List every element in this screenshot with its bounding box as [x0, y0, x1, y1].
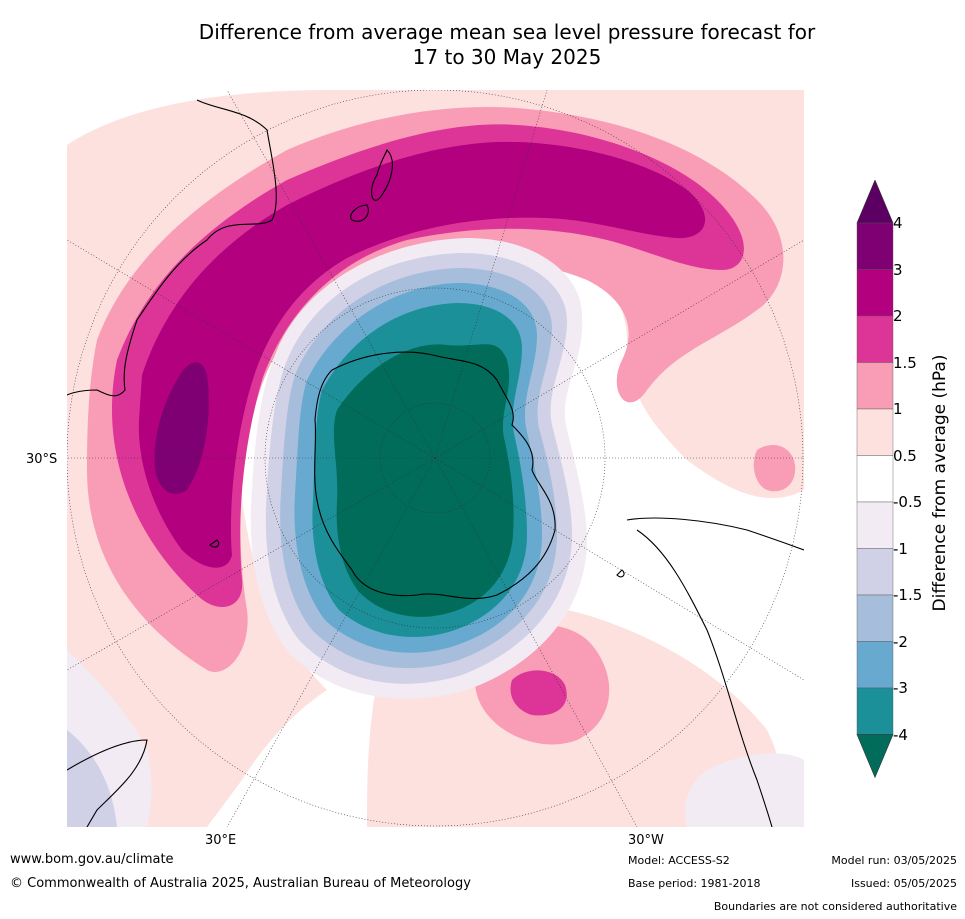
colorbar-tick-label: 0.5: [893, 446, 917, 465]
colorbar-segment: [856, 269, 894, 317]
colorbar-tick-label: 4: [893, 214, 903, 232]
colorbar-segments: [856, 180, 894, 779]
contour-neg-4: [333, 344, 514, 617]
colorbar-segment: [856, 501, 894, 549]
colorbar-tick-label: -1: [893, 539, 908, 558]
colorbar-segment: [856, 641, 894, 689]
colorbar-tick-label: 3: [893, 260, 903, 279]
graticule: [67, 90, 804, 827]
colorbar-tick-label: -4: [893, 725, 908, 744]
new-zealand-coast: [350, 149, 393, 222]
map-svg: [67, 90, 804, 827]
title-line-2: 17 to 30 May 2025: [412, 45, 602, 69]
colorbar-extend-top: [856, 180, 894, 224]
antarctica-coast: [314, 351, 556, 600]
colorbar-label: Difference from average (hPa): [930, 354, 950, 612]
colorbar-segment: [856, 687, 894, 735]
contour-2-3-arc: [138, 141, 706, 568]
lat-label-30s: 30°S: [26, 452, 58, 467]
colorbar-segment: [856, 362, 894, 410]
colorbar-segment: [856, 594, 894, 642]
coastlines: [67, 99, 804, 827]
colorbar: [856, 180, 894, 779]
australia-coast: [67, 99, 277, 397]
lon-label-30e: 30°E: [205, 833, 237, 848]
colorbar-segment: [856, 548, 894, 596]
colorbar-extend-bottom: [856, 734, 894, 779]
colorbar-tick-label: -2: [893, 632, 908, 651]
contour-neg-0.5-southeast: [685, 753, 804, 827]
model-text: Model: ACCESS-S2: [628, 854, 730, 867]
colorbar-segment: [856, 222, 894, 270]
colorbar-segment: [856, 455, 894, 503]
model-run-text: Model run: 03/05/2025: [831, 854, 957, 867]
africa-coast: [67, 739, 148, 827]
base-period-text: Base period: 1981-2018: [628, 877, 761, 890]
contour-3-4-core: [154, 362, 209, 494]
disclaimer-text: Boundaries are not considered authoritat…: [713, 900, 957, 913]
colorbar-tick-label: 1.5: [893, 353, 917, 372]
website-text: www.bom.gov.au/climate: [10, 852, 174, 867]
colorbar-tick-label: -3: [893, 679, 908, 697]
colorbar-tick-label: 2: [893, 307, 903, 325]
south-america-coast: [626, 517, 804, 827]
colorbar-tick-label: 1: [893, 400, 903, 418]
lon-label-30w: 30°W: [628, 833, 664, 848]
polar-map: [67, 90, 804, 827]
contour-1-1.5-east: [753, 445, 796, 492]
southern-ocean-islands: [209, 539, 625, 578]
colorbar-tick-label: -0.5: [893, 493, 923, 511]
issued-text: Issued: 05/05/2025: [850, 877, 957, 890]
contour-1.5-2-south: [510, 670, 567, 716]
colorbar-segment: [856, 315, 894, 363]
colorbar-segment: [856, 408, 894, 456]
copyright-text: © Commonwealth of Australia 2025, Austra…: [10, 876, 471, 891]
colorbar-tick-label: -1.5: [893, 586, 923, 604]
chart-title: Difference from average mean sea level p…: [0, 20, 965, 70]
title-line-1: Difference from average mean sea level p…: [198, 20, 816, 44]
